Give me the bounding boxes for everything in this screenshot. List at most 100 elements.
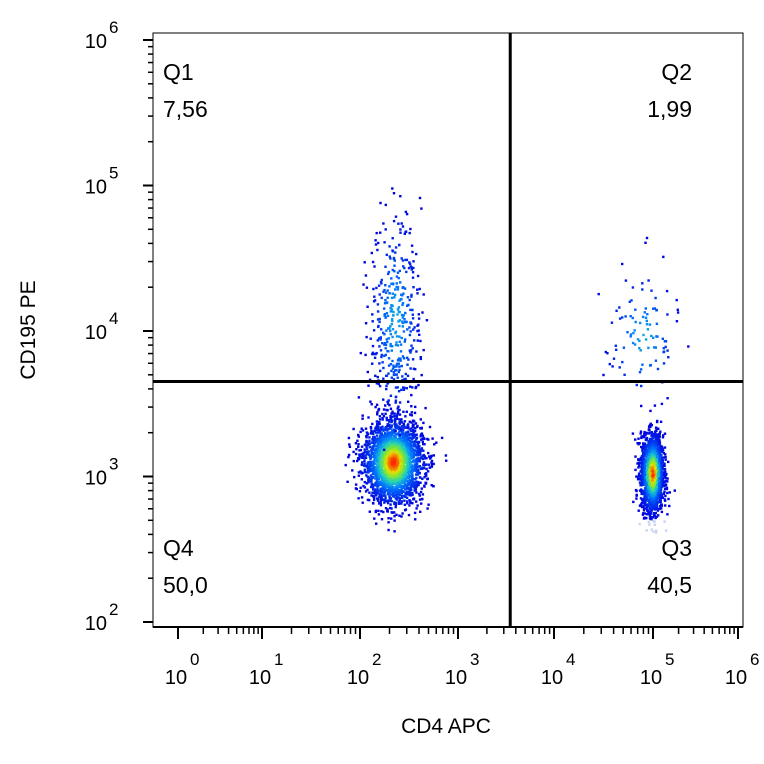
event-dot (383, 462, 387, 465)
event-dot (656, 480, 659, 483)
event-dot (415, 460, 418, 463)
event-dot (401, 470, 404, 473)
event-dot (641, 463, 644, 466)
event-dot (399, 456, 402, 459)
event-dot (664, 475, 667, 479)
event-dot (639, 497, 643, 500)
event-dot (417, 440, 421, 444)
event-dot (404, 441, 407, 445)
event-dot (421, 434, 425, 437)
event-dot (643, 442, 647, 445)
event-dot (390, 424, 394, 427)
event-dot (411, 480, 414, 484)
event-dot (651, 507, 655, 511)
event-dot (398, 340, 401, 343)
event-dot (379, 483, 382, 486)
event-dot (423, 476, 426, 479)
event-dot (385, 474, 389, 478)
event-dot (406, 476, 409, 479)
event-dot (388, 469, 391, 473)
event-dot (391, 431, 395, 434)
event-dot (404, 320, 407, 324)
event-dot (648, 496, 652, 499)
event-dot (647, 440, 651, 443)
event-dot (395, 446, 399, 450)
event-dot (401, 355, 405, 358)
event-dot (390, 322, 393, 326)
event-dot (412, 377, 415, 381)
event-dot (654, 447, 658, 450)
event-dot (409, 413, 412, 416)
event-dot (357, 497, 360, 500)
event-dot (663, 464, 666, 468)
event-dot (383, 468, 387, 471)
event-dot (417, 448, 420, 452)
event-dot (382, 510, 385, 514)
event-dot (378, 384, 382, 388)
event-dot (654, 496, 657, 500)
event-dot (415, 385, 418, 389)
event-dot (411, 419, 415, 422)
event-dot (408, 261, 411, 264)
event-dot (416, 452, 419, 455)
event-dot (398, 319, 402, 322)
event-dot (385, 416, 388, 420)
event-dot (653, 404, 657, 407)
event-dot (407, 431, 410, 434)
event-dot (414, 440, 417, 444)
event-dot (384, 347, 387, 350)
event-dot (415, 446, 418, 449)
event-dot (656, 484, 659, 487)
event-dot (359, 453, 363, 456)
event-dot (398, 442, 402, 445)
event-dot (419, 510, 422, 513)
event-dot (395, 423, 398, 426)
event-dot (377, 477, 381, 481)
event-dot (408, 478, 411, 482)
event-dot (393, 468, 396, 471)
event-dot (639, 456, 643, 460)
event-dot (399, 228, 402, 231)
event-dot (367, 384, 370, 387)
event-dot (429, 456, 433, 459)
event-dot (390, 511, 393, 514)
event-dot (373, 448, 376, 452)
event-dot (658, 435, 661, 438)
event-dot (375, 420, 379, 423)
event-dot (404, 230, 408, 233)
event-dot (414, 489, 417, 493)
event-dot (414, 478, 417, 481)
event-dot (662, 452, 665, 455)
event-dot (639, 478, 642, 481)
event-dot (391, 345, 394, 348)
event-dot (397, 425, 400, 428)
event-dot (370, 494, 373, 497)
event-dot (381, 361, 384, 364)
event-dot (372, 472, 376, 476)
event-dot (645, 459, 648, 462)
event-dot (643, 503, 646, 506)
event-dot (648, 514, 652, 517)
event-dot (395, 480, 399, 483)
event-dot (638, 481, 642, 484)
event-dot (394, 401, 397, 404)
event-dot (386, 448, 389, 451)
event-dot (401, 425, 404, 429)
event-dot (658, 496, 661, 500)
event-dot (406, 426, 409, 430)
event-dot (396, 490, 400, 494)
event-dot (379, 445, 382, 448)
event-dot (399, 490, 402, 493)
event-dot (395, 497, 398, 501)
event-dot (358, 455, 361, 458)
event-dot (641, 505, 645, 509)
event-dot (391, 268, 394, 272)
event-dot (427, 463, 431, 466)
event-dot (404, 479, 407, 482)
event-dot (394, 501, 398, 505)
event-dot (419, 427, 422, 430)
event-dot (380, 473, 383, 477)
event-dot (378, 345, 381, 348)
event-dot (396, 469, 399, 472)
event-dot (660, 496, 664, 499)
